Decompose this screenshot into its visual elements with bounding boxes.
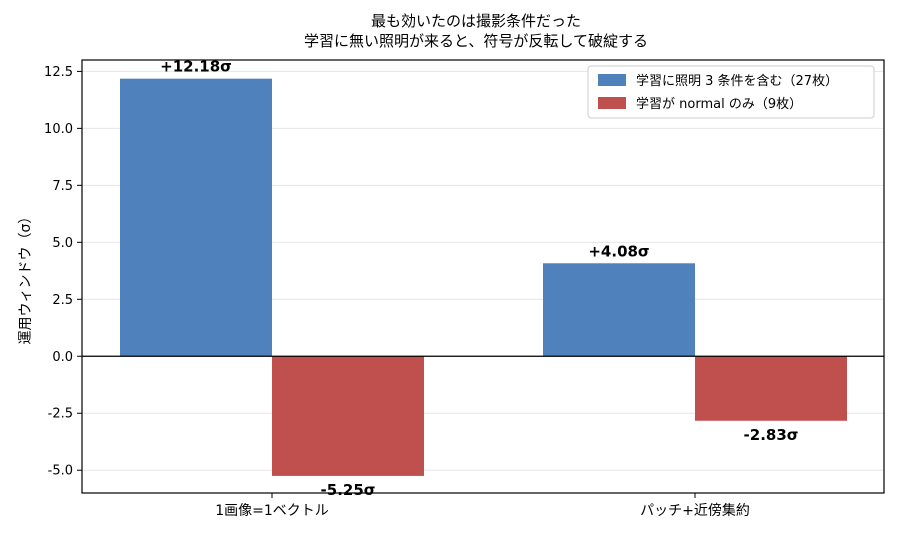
y-tick-label: 7.5 — [52, 179, 73, 194]
y-axis-label: 運用ウィンドウ（σ） — [18, 210, 34, 345]
y-tick-label: 2.5 — [52, 293, 73, 308]
legend-label-series-2: 学習が normal のみ（9枚） — [636, 96, 802, 112]
y-tick-label: 10.0 — [44, 122, 73, 137]
y-tick-label: -5.0 — [48, 464, 73, 479]
legend-box — [587, 65, 875, 119]
y-ticks: -5.0 -2.5 0.0 2.5 5.0 7.5 10.0 12.5 — [44, 65, 82, 479]
y-tick-label: 12.5 — [44, 65, 73, 80]
bar-value-label: -5.25σ — [321, 481, 376, 499]
x-category-label: 1画像=1ベクトル — [215, 503, 329, 519]
bar-value-label: +12.18σ — [160, 58, 232, 76]
legend-label-series-1: 学習に照明 3 条件を含む（27枚） — [636, 73, 838, 89]
data-labels: +12.18σ -5.25σ +4.08σ -2.83σ — [160, 58, 798, 499]
y-tick-label: -2.5 — [48, 407, 73, 422]
x-categories: 1画像=1ベクトル パッチ+近傍集約 — [215, 493, 750, 519]
bar-value-label: +4.08σ — [588, 242, 649, 260]
x-category-label: パッチ+近傍集約 — [640, 502, 750, 519]
legend-swatch-series-2 — [598, 97, 626, 109]
bar-series-1 — [543, 263, 695, 357]
y-tick-label: 0.0 — [52, 350, 73, 365]
legend-swatch-series-1 — [598, 74, 626, 86]
chart-title-line-1: 最も効いたのは撮影条件だった — [371, 12, 581, 30]
bar-series-1 — [120, 78, 272, 357]
bars — [120, 78, 847, 476]
bar-series-2 — [272, 356, 424, 476]
plot-frame — [81, 59, 885, 494]
bar-value-label: -2.83σ — [744, 426, 799, 444]
y-tick-label: 5.0 — [52, 236, 73, 251]
bar-series-2 — [695, 356, 847, 421]
legend: 学習に照明 3 条件を含む（27枚） 学習が normal のみ（9枚） — [587, 65, 875, 119]
chart-title-line-2: 学習に無い照明が来ると、符号が反転して破綻する — [304, 32, 648, 50]
